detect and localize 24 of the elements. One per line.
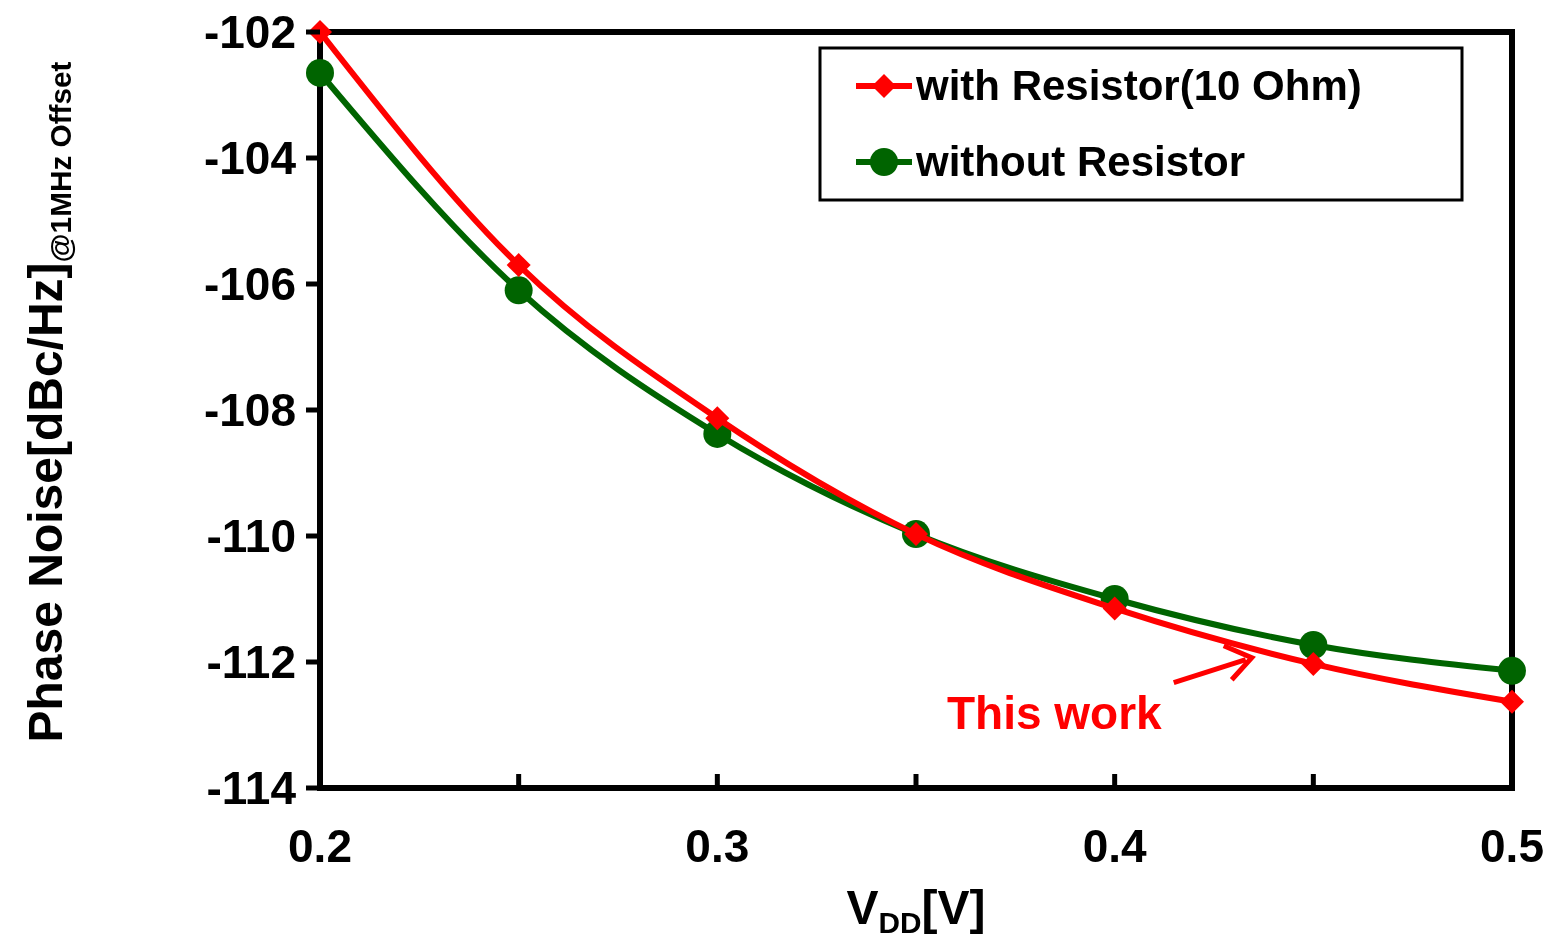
point — [506, 253, 531, 278]
point — [705, 406, 730, 431]
y-tick-label: -112 — [206, 636, 296, 688]
x-tick-label: 0.2 — [288, 820, 352, 872]
y-tick-label: -108 — [203, 384, 296, 436]
legend-label: without Resistor — [915, 138, 1246, 185]
point — [1299, 630, 1328, 659]
y-tick-label: -114 — [206, 762, 297, 814]
point — [1102, 596, 1127, 621]
x-tick-label: 0.3 — [685, 820, 750, 872]
point — [1500, 689, 1524, 714]
x-tick-label: 0.4 — [1082, 820, 1148, 872]
legend-label: with Resistor(10 Ohm) — [915, 62, 1362, 109]
point — [504, 276, 533, 305]
y-tick-label: -110 — [206, 510, 296, 562]
x-axis-title: V$_{DD}$[V] — [846, 881, 986, 935]
annotation: This work — [947, 686, 1163, 739]
y-tick-label: -106 — [203, 258, 296, 310]
point — [1301, 651, 1326, 676]
x-tick-label: 0.5 — [1480, 820, 1544, 872]
y-tick-label: -102 — [203, 6, 296, 58]
point — [1498, 656, 1526, 685]
y-tick-label: -104 — [203, 132, 297, 184]
point — [306, 58, 334, 87]
